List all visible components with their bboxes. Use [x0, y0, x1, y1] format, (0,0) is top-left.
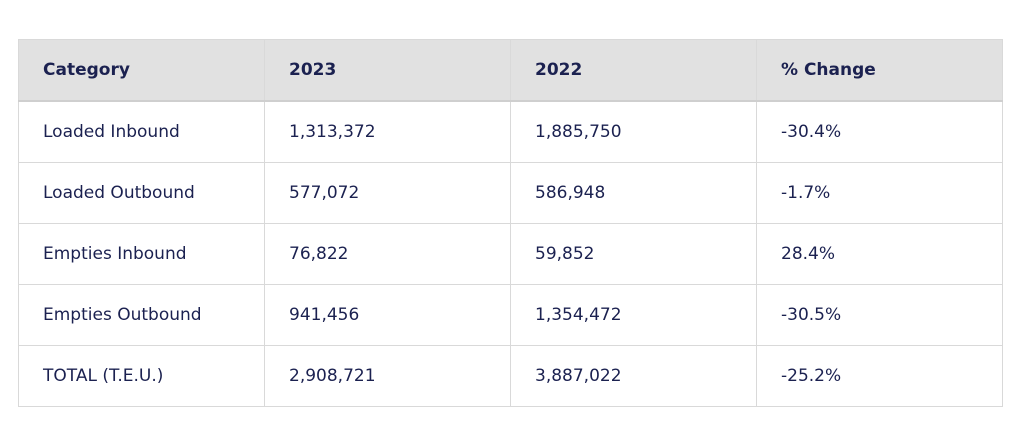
header-cell: Category — [18, 39, 265, 102]
table-cell: 941,456 — [264, 284, 511, 346]
table-row: Loaded Inbound 1,313,372 1,885,750 -30.4% — [18, 100, 1003, 163]
table-cell: -25.2% — [756, 345, 1003, 407]
table-body: Loaded Inbound 1,313,372 1,885,750 -30.4% Lo… — [18, 100, 1003, 407]
table-cell: Loaded Inbound — [18, 100, 265, 163]
table-cell: 2,908,721 — [264, 345, 511, 407]
data-table: Category 2023 2022% Change Loaded Inbound 1… — [18, 39, 1003, 407]
table-cell: -30.4% — [756, 100, 1003, 163]
table-cell: -1.7% — [756, 162, 1003, 224]
table-row: Empties Inbound 76,822 59,852 28.4% — [18, 223, 1003, 285]
table-cell: Empties Inbound — [18, 223, 265, 285]
header-cell: % Change — [756, 39, 1003, 102]
table-cell: 1,313,372 — [264, 100, 511, 163]
table-cell: -30.5% — [756, 284, 1003, 346]
table-row: Empties Outbound 941,456 1,354,472 -30.5% — [18, 284, 1003, 346]
header-row: Category 2023 2022% Change — [18, 39, 1003, 102]
header-cell: 2023 — [264, 39, 511, 102]
table-cell: Empties Outbound — [18, 284, 265, 346]
table-cell: 3,887,022 — [510, 345, 757, 407]
table-cell: 76,822 — [264, 223, 511, 285]
table-row: Loaded Outbound 577,072 586,948 -1.7% — [18, 162, 1003, 224]
table-cell: 59,852 — [510, 223, 757, 285]
table-container: Category 2023 2022% Change Loaded Inbound 1… — [18, 39, 1003, 407]
table-header: Category 2023 2022% Change — [18, 39, 1003, 102]
table-cell: TOTAL (T.E.U.) — [18, 345, 265, 407]
table-cell: 577,072 — [264, 162, 511, 224]
table-cell: 28.4% — [756, 223, 1003, 285]
table-cell: 586,948 — [510, 162, 757, 224]
table-cell: Loaded Outbound — [18, 162, 265, 224]
table-cell: 1,354,472 — [510, 284, 757, 346]
header-cell: 2022 — [510, 39, 757, 102]
table-row: TOTAL (T.E.U.) 2,908,721 3,887,022 -25.2% — [18, 345, 1003, 407]
table-cell: 1,885,750 — [510, 100, 757, 163]
